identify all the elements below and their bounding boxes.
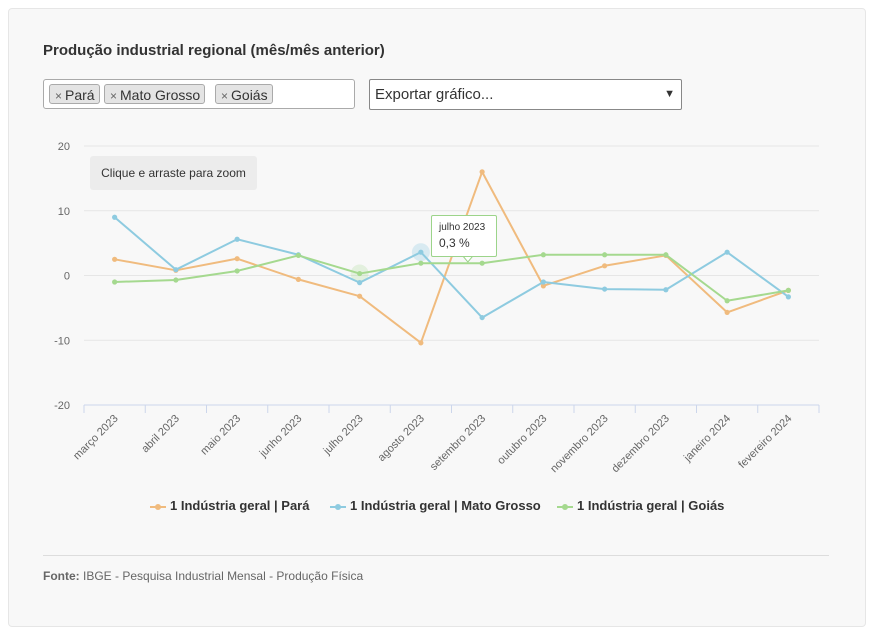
x-tick-label: abril 2023 bbox=[139, 413, 182, 456]
data-point bbox=[724, 309, 730, 316]
data-point bbox=[479, 169, 485, 175]
data-point bbox=[663, 287, 669, 293]
footer-divider bbox=[43, 555, 829, 556]
x-tick-label: outubro 2023 bbox=[495, 413, 549, 467]
x-tick-label: janeiro 2024 bbox=[681, 413, 733, 465]
data-point bbox=[785, 294, 791, 300]
x-tick-label: junho 2023 bbox=[257, 413, 305, 461]
data-point bbox=[234, 256, 240, 262]
data-point bbox=[663, 252, 669, 258]
data-point bbox=[479, 260, 485, 266]
data-point bbox=[785, 287, 791, 293]
data-point bbox=[418, 260, 424, 266]
x-tick-label: maio 2023 bbox=[198, 413, 243, 458]
data-point bbox=[112, 279, 118, 285]
x-tick-label: dezembro 2023 bbox=[609, 413, 672, 476]
data-point bbox=[112, 214, 118, 220]
data-point bbox=[295, 276, 301, 282]
data-point bbox=[602, 286, 608, 292]
data-point bbox=[602, 252, 608, 258]
x-tick-label: março 2023 bbox=[71, 413, 121, 463]
data-point bbox=[112, 256, 118, 262]
data-point bbox=[540, 279, 546, 285]
data-point bbox=[357, 293, 363, 299]
remove-tag-icon[interactable]: × bbox=[110, 89, 118, 103]
x-tick-label: julho 2023 bbox=[321, 413, 366, 458]
series-line bbox=[113, 216, 789, 319]
chevron-down-icon: ▼ bbox=[664, 88, 675, 100]
data-point bbox=[418, 340, 424, 346]
zoom-hint: Clique e arraste para zoom bbox=[90, 156, 257, 190]
data-point bbox=[295, 252, 301, 259]
data-point bbox=[479, 314, 485, 321]
data-point bbox=[234, 236, 240, 242]
chart-card bbox=[8, 8, 866, 627]
x-tick-label: fevereiro 2024 bbox=[736, 413, 794, 471]
data-point bbox=[724, 298, 730, 304]
data-point bbox=[173, 277, 179, 283]
x-tick-label: agosto 2023 bbox=[376, 413, 427, 464]
data-point bbox=[173, 267, 179, 273]
data-point bbox=[540, 283, 546, 289]
legend-marker bbox=[330, 503, 346, 510]
legend-item-mato-grosso[interactable]: 1 Indústria geral | Mato Grosso bbox=[330, 498, 541, 513]
filter-tag-mato-grosso[interactable]: × Mato Grosso bbox=[104, 84, 206, 104]
tooltip-period: julho 2023 bbox=[439, 222, 486, 233]
region-filter-input[interactable]: × Pará × Mato Grosso × Goiás bbox=[43, 79, 355, 109]
filter-tag-goias[interactable]: × Goiás bbox=[215, 84, 273, 104]
legend-item-para[interactable]: 1 Indústria geral | Pará bbox=[150, 498, 309, 513]
data-point bbox=[357, 270, 363, 277]
chart-title: Produção industrial regional (mês/mês an… bbox=[43, 42, 385, 59]
legend-marker bbox=[150, 503, 166, 510]
export-chart-select[interactable]: Exportar gráfico... ▼ bbox=[369, 79, 682, 110]
data-point bbox=[418, 249, 424, 255]
legend-marker bbox=[557, 503, 573, 510]
y-tick-label: -20 bbox=[54, 400, 70, 412]
x-tick-label: setembro 2023 bbox=[428, 413, 488, 473]
series-line bbox=[114, 170, 789, 344]
data-point bbox=[234, 268, 240, 274]
legend-item-goias[interactable]: 1 Indústria geral | Goiás bbox=[557, 498, 724, 513]
chart-legend: 1 Indústria geral | Pará 1 Indústria ger… bbox=[0, 498, 875, 516]
filter-tag-para[interactable]: × Pará bbox=[49, 84, 100, 104]
x-tick-label: novembro 2023 bbox=[548, 413, 611, 476]
series-line bbox=[114, 253, 789, 302]
remove-tag-icon[interactable]: × bbox=[55, 89, 63, 103]
data-point bbox=[724, 249, 730, 255]
y-tick-label: 0 bbox=[64, 271, 70, 283]
chart-tooltip: julho 2023 0,3 % bbox=[431, 215, 497, 257]
remove-tag-icon[interactable]: × bbox=[221, 89, 229, 103]
y-tick-label: -10 bbox=[54, 335, 70, 347]
data-point bbox=[357, 280, 363, 286]
y-tick-label: 10 bbox=[58, 206, 70, 218]
source-note: Fonte: IBGE - Pesquisa Industrial Mensal… bbox=[43, 569, 364, 583]
y-tick-label: 20 bbox=[58, 141, 70, 153]
tooltip-value: 0,3 % bbox=[439, 236, 470, 250]
data-point bbox=[540, 252, 546, 258]
data-point bbox=[602, 263, 608, 269]
